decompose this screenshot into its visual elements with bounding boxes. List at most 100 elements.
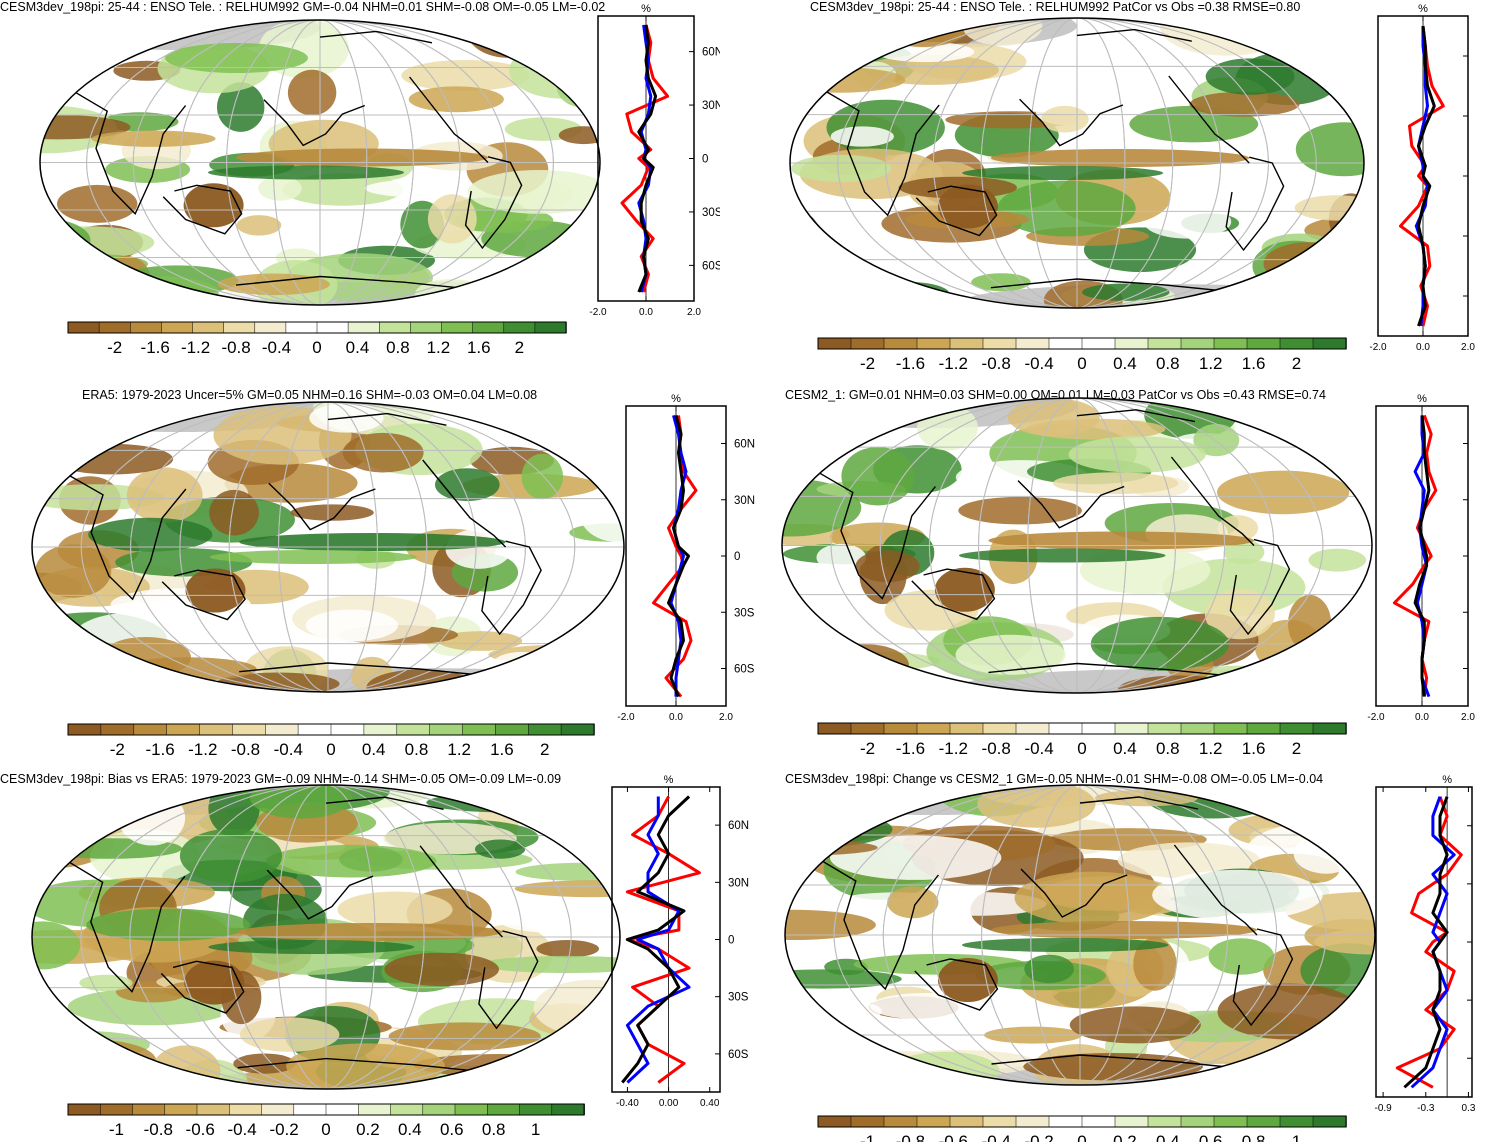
longitude-line [882,785,1278,1085]
colorbar-tick-label: -0.8 [231,740,260,759]
colorbar-box [330,723,365,736]
equatorial-band-south [209,550,417,564]
coastline [988,662,1255,679]
colorbar-box [1180,337,1215,350]
equatorial-band-south [962,938,1169,952]
australia-region [937,184,998,229]
anomaly-patch [977,785,1096,828]
anomaly-patch [239,1017,340,1052]
panel-4: CESM2_1: GM=0.01 NHM=0.03 SHM=0.00 OM=0.… [760,380,1486,765]
colorbar-box [883,722,918,735]
colorbar-tick-label: 0.2 [356,1120,380,1139]
anomaly-patch [342,432,424,473]
anomaly-patch [812,1001,883,1022]
anomaly-patch [1026,418,1166,440]
colorbar-box [1114,337,1149,350]
x-tick-label: -2.0 [589,307,607,318]
anomaly-patch [868,281,950,307]
colorbar-box [850,337,885,350]
colorbar-box [949,722,984,735]
coastline [1229,538,1291,636]
panel-title: CESM3dev_198pi: 25-44 : ENSO Tele. : REL… [810,0,1301,14]
coastline [1170,456,1255,546]
anomaly-patch [32,1039,157,1083]
anomaly-patch [337,891,453,928]
colorbar-tick-label: -0.4 [274,740,303,759]
anomaly-patch [785,969,902,989]
colorbar-tick-label: 2 [1292,739,1301,758]
colorbar-box [519,1103,553,1116]
colorbar-box [551,1103,585,1116]
longitude-line [980,18,1174,308]
colorbar-tick-label: -1 [109,1120,124,1139]
anomaly-patch [796,1041,875,1085]
anomaly-patch [258,176,302,201]
anomaly-patch [785,785,854,811]
coastline [1173,844,1258,936]
anomaly-patch [1309,640,1351,693]
x-tick-label: 0.0 [639,307,653,318]
profile-line-red [1399,25,1445,327]
anomaly-patch [556,65,600,108]
coastlines [66,796,539,1075]
colorbar-tick-label: -0.6 [939,1132,968,1142]
coastline [73,90,187,216]
colorbar-box [1048,722,1083,735]
x-tick-label: -2.0 [1367,712,1385,723]
colorbar-box [261,1103,295,1116]
anomaly-patch [1345,785,1375,816]
anomaly-patch [962,18,1043,46]
coastline [160,960,245,1014]
colorbar-box [982,722,1017,735]
colorbar-box [1081,722,1116,735]
anomaly-patch [217,82,265,132]
colorbar-tick-label: 1 [1292,1132,1301,1142]
anomaly-patch [1335,73,1364,96]
colorbar-tick-label: 1.2 [1199,354,1223,373]
colorbar-tick-label: 0.8 [405,740,429,759]
colorbar-box [1312,1115,1347,1128]
colorbar-box [396,723,431,736]
map-outline [39,19,601,306]
colorbar-box [265,723,299,736]
colorbar-tick-label: -2 [860,354,875,373]
colorbar-box [472,321,505,334]
longitude-line [830,398,1324,693]
coastlines [67,412,542,679]
anomaly-patch [384,952,500,987]
colorbar-box [358,1103,392,1116]
panel-title: CESM2_1: GM=0.01 NHM=0.03 SHM=0.00 OM=0.… [785,388,1326,402]
zonal-mean-profile: % -2.0 0.0 2.0 [1367,393,1475,723]
world-map: -1 -0.8 -0.6 -0.4 -0.2 0 0.2 0.4 0.6 0.8 1% -0.40 0.… [31,774,749,1139]
anomaly-patch [790,210,819,253]
coastline [911,568,996,621]
colorbar: -1 -0.8 -0.6 -0.4 -0.2 0 0.2 0.4 0.6 0.8 1 [67,1103,585,1139]
x-tick-label: 0.0 [1415,712,1429,723]
longitude-line [278,402,378,692]
anomaly-patch [126,467,203,523]
colorbar-box [422,1103,456,1116]
coastline [409,76,489,163]
longitude-line [80,785,572,1089]
graticule [40,20,600,305]
anomaly-patch [790,268,850,307]
colorbar-box [1213,337,1248,350]
colorbar-tick-label: 1.2 [1199,739,1223,758]
anomaly-patch [427,194,477,244]
colorbar-tick-label: -0.8 [982,739,1011,758]
y-tick-label: 0 [734,551,740,563]
map-outline [31,401,625,693]
colorbar-tick-label: -0.4 [227,1120,256,1139]
colorbar: -2 -1.6 -1.2 -0.8 -0.4 0 0.4 0.8 1.2 1.6 2 [67,321,567,357]
anomaly-patch [1217,983,1360,1040]
anomaly-patch [958,496,1082,525]
colorbar-tick-label: -0.8 [896,1132,925,1142]
anomaly-patch [86,908,250,941]
anomaly-patch [1297,402,1372,451]
colorbar-tick-label: 1.6 [1242,739,1266,758]
anomaly-patch [997,180,1136,237]
anomaly-patch [558,126,600,145]
y-tick-label: 0 [728,935,734,947]
profile-line-red [1395,796,1463,1089]
colorbar-box [347,321,380,334]
